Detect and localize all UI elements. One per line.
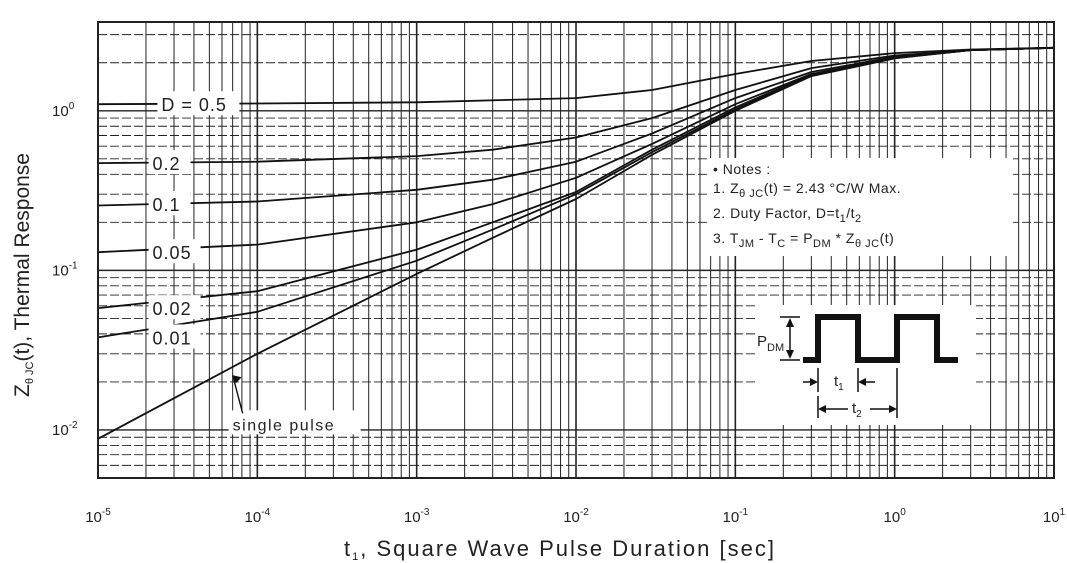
x-tick-label: 101: [1043, 507, 1066, 526]
series-label: 0.02: [153, 299, 192, 319]
series-label-background: [157, 91, 240, 116]
pdm-arrow-up: [786, 318, 794, 327]
x-tick-label-exponent: 1: [1060, 507, 1066, 518]
series-label-background: [148, 295, 201, 320]
y-tick-label-exponent: -1: [69, 260, 78, 271]
pdm-arrow-down: [786, 350, 794, 359]
notes-line-3-mid2: = P: [785, 230, 814, 246]
single-pulse-pointer-line: [231, 375, 244, 414]
notes-line-3-mid1: - T: [754, 230, 778, 246]
notes-line-3-sub1: JM: [738, 238, 755, 250]
notes-line-2: 2. Duty Factor, D=t1/t2: [713, 204, 1007, 229]
pdm-label: PDM: [757, 333, 784, 354]
x-tick-label-base: 10: [85, 509, 102, 526]
single-pulse-pointer-arrowhead: [232, 375, 242, 384]
x-tick-label-exponent: -1: [739, 507, 748, 518]
t2-label-main: t: [852, 400, 857, 417]
y-tick-label-exponent: 0: [69, 101, 75, 112]
pulse-waveform: [803, 314, 958, 363]
x-tick-label: 10-5: [85, 507, 111, 526]
notes-line-1: 1. Zθ JC(t) = 2.43 °C/W Max.: [713, 179, 1007, 204]
plot-frame: [97, 21, 1055, 479]
y-tick-label-exponent: -2: [69, 420, 78, 431]
x-tick-label-base: 10: [1043, 509, 1060, 526]
series-line: [97, 46, 1055, 440]
pdm-label-main: P: [757, 333, 767, 350]
notes-title: • Notes :: [713, 161, 771, 177]
series-label-background: [148, 191, 191, 216]
notes-box: • Notes : 1. Zθ JC(t) = 2.43 °C/W Max. 2…: [707, 158, 1013, 256]
series-label: D = 0.5: [161, 95, 227, 115]
x-tick-label: 10-3: [404, 507, 430, 526]
y-tick-label-base: 10: [52, 422, 69, 439]
notes-line-3: 3. TJM - TC = PDM * Zθ JC(t): [713, 229, 1007, 254]
y-axis-label-sub: θ JC: [24, 361, 36, 385]
x-tick-label-exponent: -2: [580, 507, 589, 518]
t2-arrowhead-right: [889, 405, 897, 413]
y-tick-label: 10-2: [52, 420, 78, 439]
series-label-background: [148, 324, 201, 349]
series-label: 0.2: [153, 154, 181, 174]
notes-line-2-pre: 2. Duty Factor, D=t: [713, 205, 840, 221]
notes-line-3-pre: 3. T: [713, 230, 739, 246]
curve-series: [97, 46, 1055, 440]
x-axis-label-post: , Square Wave Pulse Duration [sec]: [360, 536, 776, 561]
series-labels: D = 0.5 0.2 0.1 0.05 0.02 0.01 single pulse: [148, 91, 361, 435]
notes-line-3-sub4: θ JC: [854, 238, 880, 250]
notes-line-3-sub2: C: [777, 238, 786, 250]
x-tick-label-exponent: -4: [261, 507, 270, 518]
t1-arrowhead-left: [810, 378, 818, 386]
x-tick-label-exponent: -5: [102, 507, 111, 518]
notes-line-1-pre: 1. Z: [713, 180, 740, 196]
x-tick-label-exponent: -3: [421, 507, 430, 518]
t2-arrowhead-left: [818, 405, 826, 413]
series-label: 0.01: [153, 328, 192, 348]
y-tick-label: 100: [52, 101, 75, 120]
notes-line-3-mid3: * Z: [831, 230, 855, 246]
notes-line-1-sub: θ JC: [739, 188, 764, 200]
series-label: single pulse: [233, 417, 336, 434]
notes-line-2-sub1: 1: [839, 213, 847, 225]
t1-label-sub: 1: [838, 382, 844, 393]
x-tick-label-base: 10: [723, 509, 740, 526]
x-tick-label-base: 10: [245, 509, 262, 526]
series-label: 0.05: [153, 243, 192, 263]
y-tick-label-base: 10: [52, 103, 69, 120]
y-axis-label: Zθ JC(t), Thermal Response: [11, 55, 37, 495]
y-tick-label: 10-1: [52, 260, 78, 279]
t2-label-sub: 2: [856, 409, 862, 420]
y-tick-label-base: 10: [52, 262, 69, 279]
notes-line-3-sub3: DM: [813, 238, 832, 250]
y-axis-label-post: (t), Thermal Response: [11, 153, 34, 362]
x-axis-label-pre: t: [344, 536, 353, 561]
pdm-label-sub: DM: [767, 342, 784, 354]
notes-line-1-post: (t) = 2.43 °C/W Max.: [763, 180, 902, 196]
series-line: [97, 46, 1055, 106]
x-tick-label-base: 10: [884, 509, 901, 526]
x-tick-label: 10-2: [563, 507, 589, 526]
notes-line-3-post: (t): [879, 230, 895, 246]
x-axis-label: t1, Square Wave Pulse Duration [sec]: [60, 536, 1060, 563]
pulse-waveform-diagram: PDM t1 t2: [756, 305, 976, 425]
x-tick-label: 10-1: [723, 507, 749, 526]
series-label-background: [228, 410, 361, 435]
x-tick-label-base: 10: [404, 509, 421, 526]
series-label: 0.1: [153, 195, 181, 215]
t1-label: t1: [834, 373, 844, 393]
series-label-background: [148, 150, 191, 175]
t2-label: t2: [852, 400, 862, 420]
x-axis-label-sub: 1: [352, 551, 361, 563]
t1-arrowhead-right: [858, 378, 866, 386]
x-tick-label: 100: [884, 507, 907, 526]
x-tick-label: 10-4: [245, 507, 271, 526]
series-label-background: [148, 239, 201, 264]
notes-line-2-mid: /t: [846, 205, 856, 221]
t1-label-main: t: [834, 373, 839, 390]
y-axis-label-pre: Z: [11, 384, 34, 397]
notes-line-2-sub2: 2: [855, 213, 862, 225]
x-tick-label-exponent: 0: [900, 507, 906, 518]
x-tick-label-base: 10: [563, 509, 580, 526]
